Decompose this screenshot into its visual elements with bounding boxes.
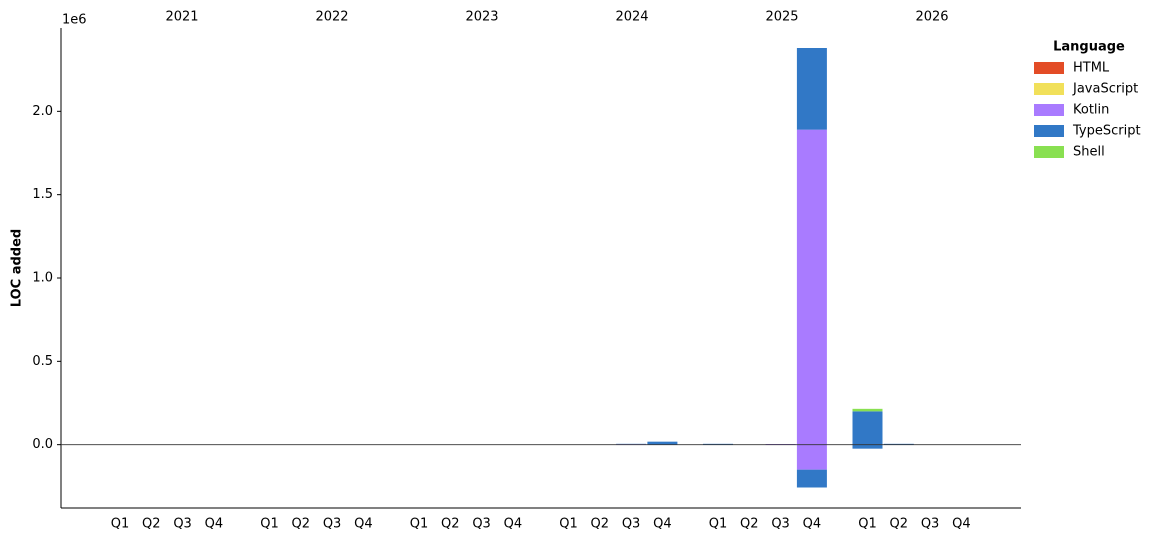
year-label: 2021 xyxy=(165,10,198,25)
legend-swatch xyxy=(1034,146,1064,158)
x-tick-label: Q3 xyxy=(173,517,192,532)
x-tick-label: Q3 xyxy=(472,517,491,532)
legend-swatch xyxy=(1034,125,1064,137)
x-tick-label: Q4 xyxy=(504,517,523,532)
x-tick-label: Q4 xyxy=(205,517,224,532)
legend-swatch xyxy=(1034,62,1064,74)
x-tick-label: Q2 xyxy=(292,517,311,532)
x-tick-label: Q2 xyxy=(740,517,759,532)
x-tick-label: Q2 xyxy=(441,517,460,532)
x-tick-label: Q1 xyxy=(410,517,429,532)
x-tick-label: Q1 xyxy=(111,517,130,532)
bar-segment xyxy=(796,444,827,470)
y-axis-label: LOC added xyxy=(10,229,25,307)
legend-label: Kotlin xyxy=(1073,103,1109,118)
bar-segment xyxy=(703,443,733,445)
year-label: 2026 xyxy=(915,10,948,25)
legend-label: Shell xyxy=(1073,145,1105,160)
year-label: 2022 xyxy=(315,10,348,25)
y-tick-label: 0.0 xyxy=(32,437,53,452)
bar-segment xyxy=(883,443,914,445)
x-tick-label: Q1 xyxy=(709,517,728,532)
year-label: 2024 xyxy=(615,10,648,25)
x-tick-label: Q2 xyxy=(591,517,610,532)
x-tick-label: Q3 xyxy=(622,517,641,532)
x-tick-label: Q3 xyxy=(771,517,790,532)
bar-segment xyxy=(852,444,883,449)
legend-title: Language xyxy=(1053,40,1125,55)
x-tick-label: Q2 xyxy=(142,517,161,532)
bar-segment xyxy=(796,469,827,488)
bar-segment xyxy=(796,48,827,130)
y-tick-label: 0.5 xyxy=(32,354,53,369)
legend-label: TypeScript xyxy=(1072,124,1141,139)
bar-segment xyxy=(647,441,678,445)
x-tick-label: Q4 xyxy=(354,517,373,532)
y-tick-label: 1.0 xyxy=(32,271,53,286)
year-label: 2023 xyxy=(465,10,498,25)
x-tick-label: Q4 xyxy=(653,517,672,532)
legend-label: HTML xyxy=(1073,61,1110,76)
y-tick-label: 1.5 xyxy=(32,187,53,202)
y-offset-label: 1e6 xyxy=(62,13,87,28)
x-tick-label: Q1 xyxy=(858,517,877,532)
legend-swatch xyxy=(1034,104,1064,116)
bar-segment xyxy=(852,411,883,445)
bar-segment xyxy=(852,408,883,412)
y-tick-label: 2.0 xyxy=(32,104,53,119)
legend-swatch xyxy=(1034,83,1064,95)
x-tick-label: Q4 xyxy=(952,517,971,532)
x-tick-label: Q1 xyxy=(260,517,279,532)
year-label: 2025 xyxy=(765,10,798,25)
bar-segment xyxy=(796,129,827,445)
legend-label: JavaScript xyxy=(1072,82,1138,97)
x-tick-label: Q4 xyxy=(803,517,822,532)
x-tick-label: Q2 xyxy=(890,517,909,532)
x-tick-label: Q3 xyxy=(921,517,940,532)
x-tick-label: Q1 xyxy=(559,517,578,532)
x-tick-label: Q3 xyxy=(323,517,342,532)
